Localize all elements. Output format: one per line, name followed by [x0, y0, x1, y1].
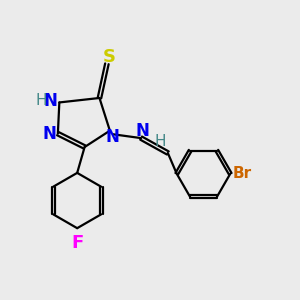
Text: N: N — [44, 92, 57, 110]
Text: N: N — [105, 128, 119, 146]
Text: S: S — [103, 48, 116, 66]
Text: F: F — [71, 233, 83, 251]
Text: N: N — [42, 125, 56, 143]
Text: N: N — [136, 122, 149, 140]
Text: H: H — [155, 134, 166, 148]
Text: H: H — [35, 94, 47, 109]
Text: Br: Br — [232, 166, 252, 181]
